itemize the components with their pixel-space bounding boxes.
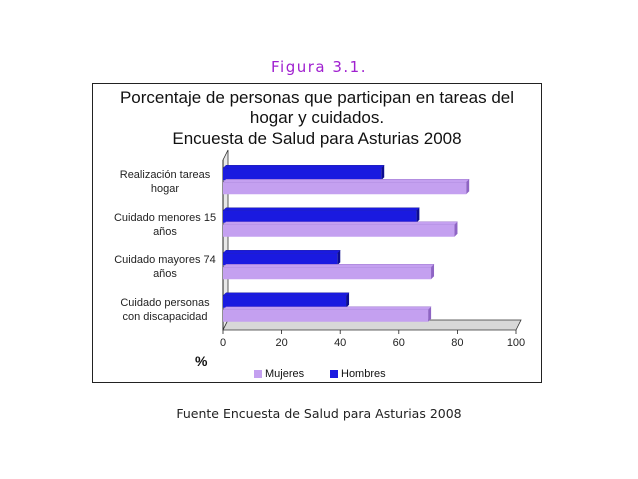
bar-top-hombres — [222, 165, 385, 169]
category-label: Cuidado menores 15 años — [113, 212, 217, 238]
bar-hombres — [223, 210, 417, 223]
bar-side-mujeres — [454, 221, 458, 237]
figure-label: Figura 3.1. — [271, 58, 367, 76]
category-label: Cuidado mayores 74 años — [114, 254, 216, 280]
chart-title-line-3: Encuesta de Salud para Asturias 2008 — [172, 129, 462, 148]
x-tick-label: 0 — [220, 337, 226, 349]
x-tick-label: 80 — [451, 337, 463, 349]
bar-side-hombres — [337, 250, 341, 266]
x-tick-label: 40 — [334, 337, 346, 349]
bar-mujeres — [223, 224, 455, 237]
chart-title-line-2: hogar y cuidados. — [249, 108, 385, 127]
legend-item-mujeres: Mujeres — [254, 368, 304, 380]
bar-mujeres — [223, 309, 429, 322]
bar-top-hombres — [222, 250, 341, 254]
x-axis-label: % — [195, 353, 208, 369]
bar-side-mujeres — [466, 179, 470, 195]
x-tick-label: 60 — [393, 337, 405, 349]
source-note: Fuente Encuesta de Salud para Asturias 2… — [176, 406, 462, 421]
legend-item-hombres: Hombres — [330, 368, 386, 380]
x-tick-label: 20 — [275, 337, 287, 349]
legend-swatch-hombres — [330, 370, 338, 379]
bar-hombres — [223, 168, 382, 181]
category-label: Cuidado personas con discapacidad — [120, 297, 210, 323]
legend-swatch-mujeres — [254, 370, 262, 379]
x-tick-label: 100 — [507, 337, 525, 349]
axis-floor — [222, 319, 522, 331]
bar-side-hombres — [416, 207, 420, 223]
bar-top-mujeres — [222, 221, 458, 225]
category-label: Realización tareas hogar — [119, 169, 211, 195]
bar-side-hombres — [381, 165, 385, 181]
bar-top-mujeres — [222, 264, 435, 268]
bar-side-mujeres — [428, 306, 432, 322]
bar-mujeres — [223, 182, 467, 195]
bar-top-hombres — [222, 292, 350, 296]
bar-hombres — [223, 295, 347, 308]
bar-top-hombres — [222, 207, 420, 211]
bar-side-hombres — [346, 292, 350, 308]
bar-hombres — [223, 253, 338, 266]
chart-title-line-1: Porcentaje de personas que participan en… — [119, 88, 515, 107]
bar-top-mujeres — [222, 306, 432, 310]
bar-mujeres — [223, 267, 432, 280]
bar-side-mujeres — [431, 264, 435, 280]
bar-top-mujeres — [222, 179, 470, 183]
